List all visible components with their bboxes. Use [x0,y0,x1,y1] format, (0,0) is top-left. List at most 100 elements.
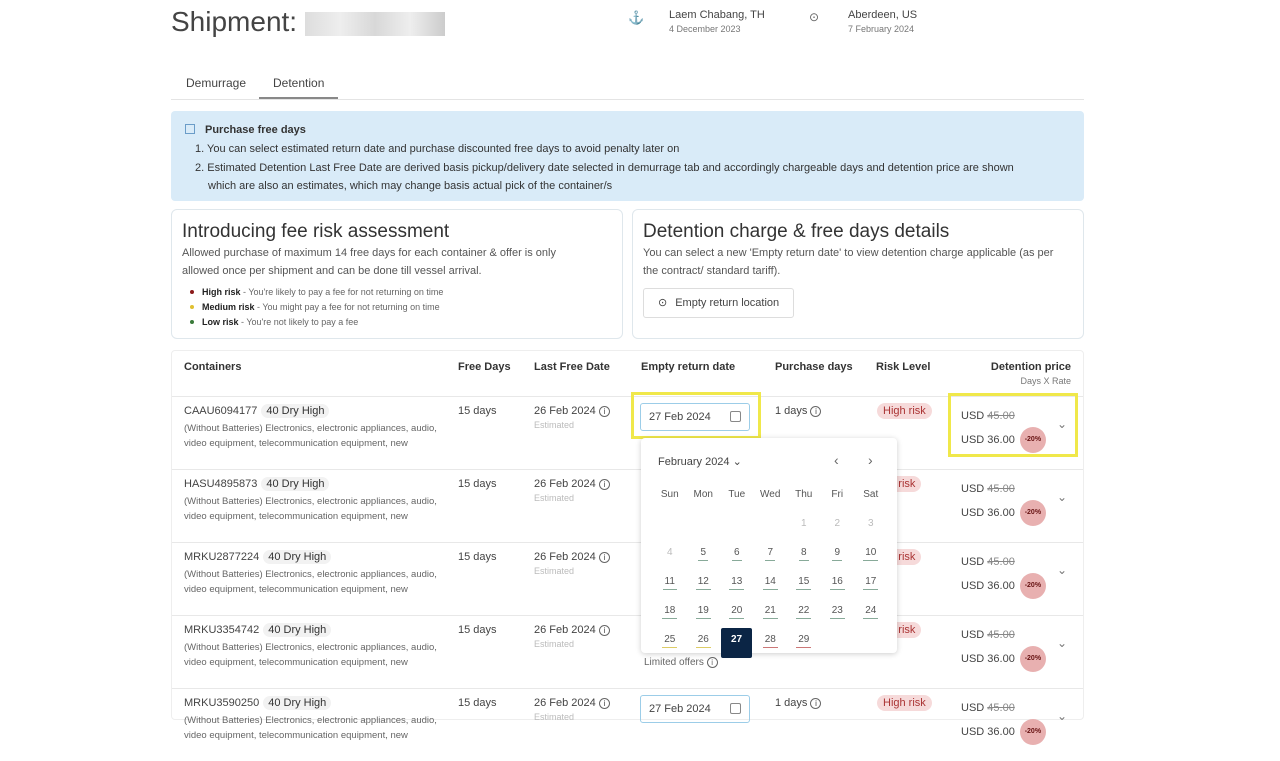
calendar-day-27[interactable]: 27 [721,628,752,658]
calendar-icon [730,411,741,422]
weekday-label: Sun [660,489,679,500]
calendar-day-17[interactable]: 17 [854,570,888,599]
risk-card-title: Introducing fee risk assessment [182,221,450,242]
calendar-day-26[interactable]: 26 [687,628,721,657]
detention-card-text: You can select a new 'Empty return date'… [643,247,1054,277]
header-sub: Days X Rate [1020,376,1071,386]
anchor-icon: ⚓ [628,10,645,25]
calendar-day-28[interactable]: 28 [754,628,788,657]
risk-legend-item: Medium risk - You might pay a fee for no… [182,300,612,315]
container-id: MRKU3590250 40 Dry High [184,696,332,710]
calendar-day-2: 2 [834,518,841,529]
calendar-day-7[interactable]: 7 [754,541,788,570]
estimated-label: Estimated [534,493,575,503]
cargo-description: (Without Batteries) Electronics, electro… [184,715,437,741]
calendar-day-9[interactable]: 9 [821,541,855,570]
estimated-label: Estimated [534,566,575,576]
info-line: 1. You can select estimated return date … [195,143,680,155]
calendar-day-20[interactable]: 20 [720,599,754,628]
free-days: 15 days [458,405,497,417]
tab-demurrage[interactable]: Demurrage [186,76,247,90]
chevron-down-icon[interactable]: ⌄ [1057,417,1068,431]
info-title: Purchase free days [205,124,306,136]
purchase-days: 1 days i [775,405,822,417]
container-number: MRKU2877224 [184,551,260,563]
info-icon[interactable]: i [598,551,610,563]
calendar-day-11[interactable]: 11 [653,570,687,599]
container-number: MRKU3590250 [184,697,260,709]
calendar-day-23[interactable]: 23 [821,599,855,628]
calendar-day-14[interactable]: 14 [754,570,788,599]
calendar-day-25[interactable]: 25 [653,628,687,657]
calendar-day-29[interactable]: 29 [787,628,821,657]
weekday-label: Sat [863,489,879,500]
calendar-day-12[interactable]: 12 [687,570,721,599]
calendar-day-16[interactable]: 16 [821,570,855,599]
detention-price: USD 45.00 USD 36.00 -20% [961,405,1046,453]
next-month-button[interactable]: › [868,452,873,468]
detention-price: USD 45.00 USD 36.00 -20% [961,551,1046,599]
risk-label: High risk [202,287,241,297]
info-icon[interactable]: i [598,697,610,709]
table-row: MRKU3590250 40 Dry High (Without Batterie… [172,688,1083,761]
prev-month-button[interactable]: ‹ [834,452,839,468]
header-label: Detention price [990,361,1071,373]
table-row: CAAU6094177 40 Dry High (Without Batterie… [172,396,1083,469]
new-price: USD 36.00 [961,506,1015,519]
header-risk-level: Risk Level [876,361,931,373]
chevron-down-icon[interactable]: ⌄ [1057,636,1068,650]
empty-cell [653,512,687,541]
calendar-day-19[interactable]: 19 [687,599,721,628]
calendar-day-24[interactable]: 24 [854,599,888,628]
chevron-down-icon[interactable]: ⌄ [1057,709,1068,723]
risk-desc: - You're not likely to pay a fee [238,317,359,327]
container-type-tag: 40 Dry High [261,404,330,418]
risk-label: Medium risk [202,302,255,312]
cargo-description: (Without Batteries) Electronics, electro… [184,496,437,522]
empty-return-date-input[interactable]: 27 Feb 2024 [640,403,750,431]
container-id: CAAU6094177 40 Dry High [184,404,330,418]
calendar-day-18[interactable]: 18 [653,599,687,628]
chevron-down-icon[interactable]: ⌄ [1057,490,1068,504]
origin-date: 4 December 2023 [669,24,741,34]
month-select[interactable]: February 2024 ⌄ [658,455,742,468]
limited-offers: Limited offers i [644,657,718,668]
info-icon[interactable]: i [598,624,610,636]
info-icon[interactable]: i [598,478,610,490]
new-price: USD 36.00 [961,652,1015,665]
calendar-day-13[interactable]: 13 [720,570,754,599]
weekday-label: Thu [795,489,813,500]
header-free-days: Free Days [458,361,511,373]
calendar-day-10[interactable]: 10 [854,541,888,570]
empty-cell [720,512,754,541]
info-icon[interactable]: i [810,697,822,709]
info-icon[interactable]: i [810,405,822,417]
highlight-box [948,393,1078,457]
destination: Aberdeen, US 7 February 2024 [848,9,917,34]
last-free-date-value: 26 Feb 2024 [534,697,596,709]
detention-price: USD 45.00 USD 36.00 -20% [961,697,1046,745]
old-price: 45.00 [987,556,1015,568]
calendar-icon [730,703,741,714]
weekday-label: Tue [728,489,746,500]
calendar-day-15[interactable]: 15 [787,570,821,599]
calendar-day-22[interactable]: 22 [787,599,821,628]
highlight-box [631,392,761,439]
discount-badge: -20% [1019,500,1046,526]
calendar-day-6[interactable]: 6 [720,541,754,570]
date-value: 27 Feb 2024 [649,411,711,423]
empty-return-location-button[interactable]: ⊙ Empty return location [643,288,795,318]
header-empty-return-date: Empty return date [641,361,736,373]
info-icon[interactable]: i [598,405,610,417]
risk-label: Low risk [202,317,239,327]
redacted-shipment-id [305,11,446,36]
calendar-day-5[interactable]: 5 [687,541,721,570]
tab-detention[interactable]: Detention [259,76,339,99]
info-icon[interactable]: i [706,657,718,668]
calendar-day-8[interactable]: 8 [787,541,821,570]
risk-badge: High risk [877,695,932,711]
chevron-down-icon[interactable]: ⌄ [1057,563,1068,577]
empty-return-date-input[interactable]: 27 Feb 2024 [640,695,750,723]
calendar-day-21[interactable]: 21 [754,599,788,628]
header-last-free-date: Last Free Date [534,361,610,373]
